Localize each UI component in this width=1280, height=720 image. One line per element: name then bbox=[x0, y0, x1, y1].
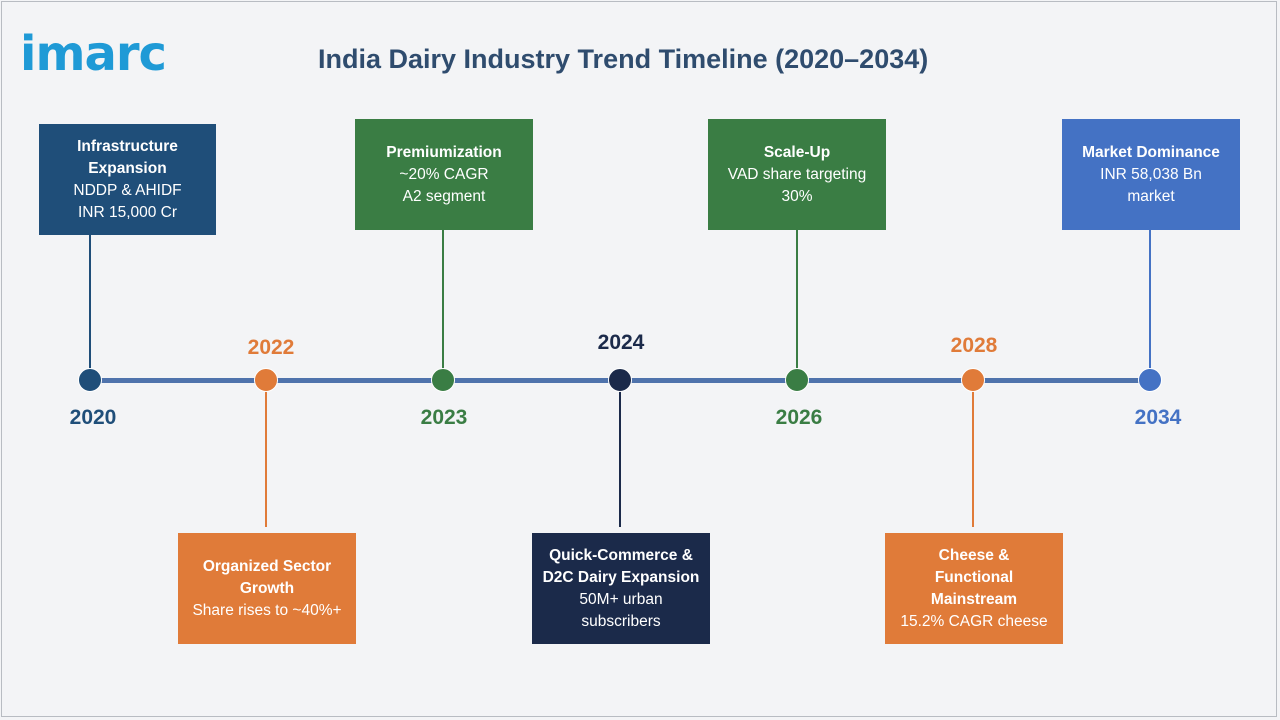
milestone-detail: 50M+ urban subscribers bbox=[579, 590, 663, 630]
page-title: India Dairy Industry Trend Timeline (202… bbox=[318, 44, 929, 74]
connector-2020 bbox=[89, 235, 91, 380]
connector-2022 bbox=[265, 380, 267, 527]
connector-2034 bbox=[1149, 230, 1151, 380]
connector-2028 bbox=[972, 380, 974, 527]
year-label-2020: 2020 bbox=[69, 406, 117, 429]
milestone-heading: Market Dominance bbox=[1082, 143, 1220, 161]
year-label-2028: 2028 bbox=[950, 334, 998, 357]
timeline-node-2022 bbox=[254, 368, 278, 392]
timeline-node-2034 bbox=[1138, 368, 1162, 392]
connector-2024 bbox=[619, 380, 621, 527]
milestone-box-2024: Quick-Commerce & D2C Dairy Expansion 50M… bbox=[532, 533, 710, 644]
timeline-node-2023 bbox=[431, 368, 455, 392]
milestone-heading: Scale-Up bbox=[763, 143, 831, 161]
milestone-detail: Share rises to ~40%+ bbox=[192, 601, 342, 619]
imarc-logo: imarc bbox=[20, 26, 167, 82]
timeline-node-2026 bbox=[785, 368, 809, 392]
milestone-detail: INR 15,000 Cr bbox=[77, 203, 178, 221]
milestone-heading: Premiumization bbox=[386, 143, 502, 161]
milestone-heading: Cheese & Functional Mainstream bbox=[930, 546, 1018, 608]
milestone-box-2026: Scale-Up VAD share targeting 30% bbox=[708, 119, 886, 230]
year-label-2024: 2024 bbox=[597, 331, 645, 354]
connector-2026 bbox=[796, 230, 798, 380]
timeline-node-2028 bbox=[961, 368, 985, 392]
connector-2023 bbox=[442, 230, 444, 380]
milestone-detail: ~20% CAGR bbox=[399, 165, 489, 183]
milestone-box-2034: Market Dominance INR 58,038 Bn market bbox=[1062, 119, 1240, 230]
milestone-heading: Infrastructure Expansion bbox=[77, 137, 178, 177]
year-label-2026: 2026 bbox=[775, 406, 823, 429]
milestone-box-2022: Organized Sector Growth Share rises to ~… bbox=[178, 533, 356, 644]
milestone-detail: 15.2% CAGR cheese bbox=[900, 612, 1048, 630]
milestone-box-2023: Premiumization ~20% CAGR A2 segment bbox=[355, 119, 533, 230]
year-label-2034: 2034 bbox=[1134, 406, 1182, 429]
milestone-box-2020: Infrastructure Expansion NDDP & AHIDF IN… bbox=[39, 124, 216, 235]
milestone-detail: INR 58,038 Bn market bbox=[1100, 165, 1202, 205]
year-label-2023: 2023 bbox=[420, 406, 468, 429]
timeline-node-2024 bbox=[608, 368, 632, 392]
milestone-heading: Organized Sector Growth bbox=[202, 557, 332, 597]
milestone-detail: A2 segment bbox=[402, 187, 486, 205]
year-label-2022: 2022 bbox=[247, 336, 295, 359]
milestone-detail: VAD share targeting 30% bbox=[727, 165, 867, 205]
milestone-detail: NDDP & AHIDF bbox=[73, 181, 182, 199]
timeline-node-2020 bbox=[78, 368, 102, 392]
milestone-box-2028: Cheese & Functional Mainstream 15.2% CAG… bbox=[885, 533, 1063, 644]
milestone-heading: Quick-Commerce & D2C Dairy Expansion bbox=[542, 546, 700, 586]
